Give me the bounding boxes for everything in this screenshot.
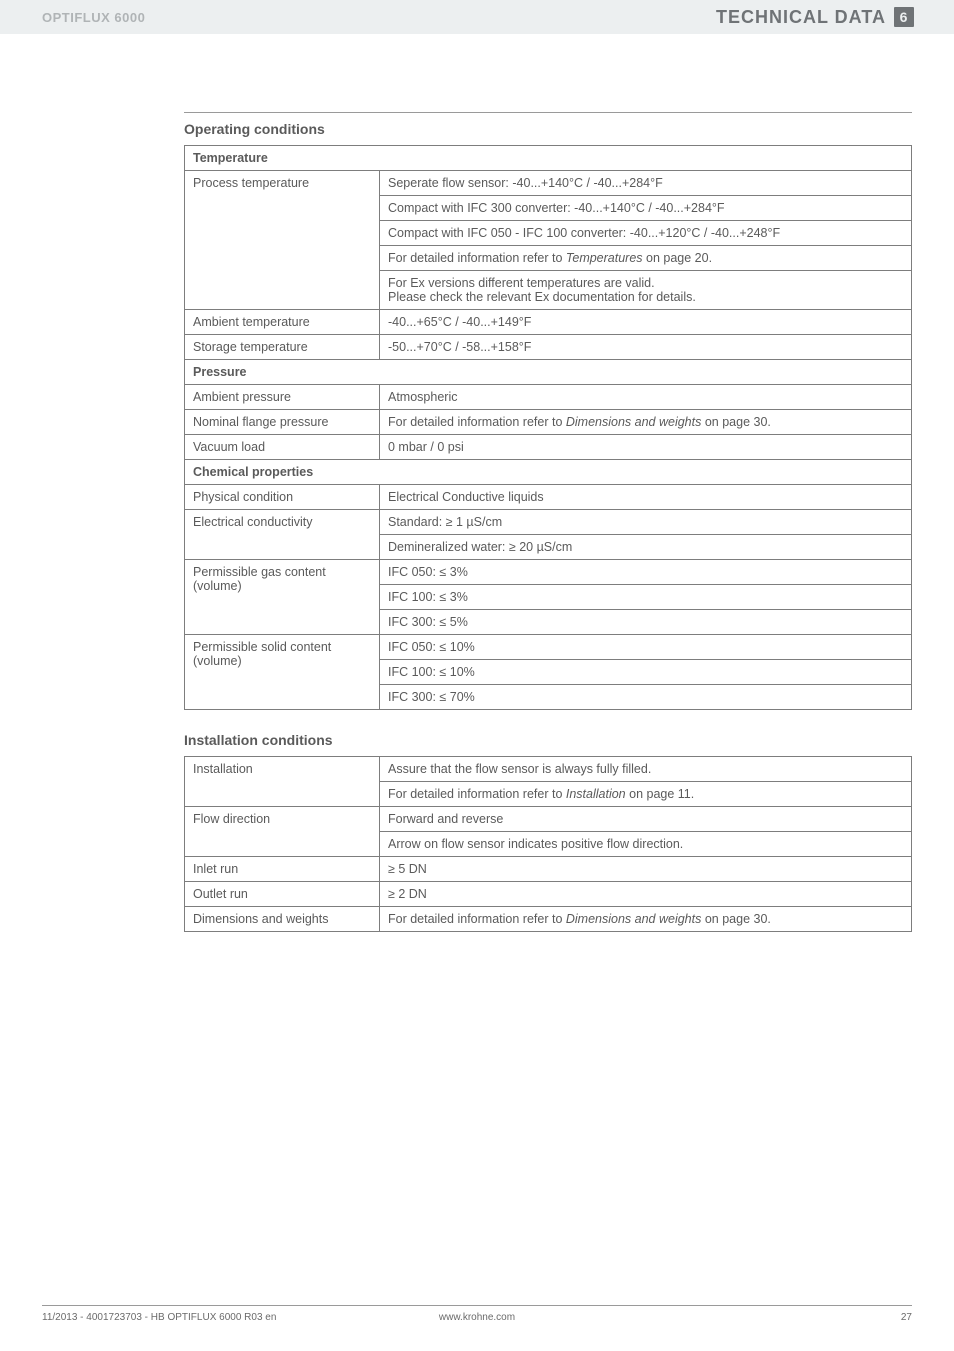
- table-row: Physical condition Electrical Conductive…: [185, 485, 912, 510]
- header-chapter-number: 6: [894, 7, 914, 27]
- row-value: Compact with IFC 300 converter: -40...+1…: [380, 196, 912, 221]
- table-row: Permissible solid content (volume) IFC 0…: [185, 635, 912, 660]
- row-value: IFC 050: ≤ 10%: [380, 635, 912, 660]
- row-label: Permissible gas content (volume): [185, 560, 380, 635]
- row-value: Electrical Conductive liquids: [380, 485, 912, 510]
- row-value: Arrow on flow sensor indicates positive …: [380, 832, 912, 857]
- row-value: Demineralized water: ≥ 20 µS/cm: [380, 535, 912, 560]
- row-label: Vacuum load: [185, 435, 380, 460]
- row-value: Forward and reverse: [380, 807, 912, 832]
- row-label: Physical condition: [185, 485, 380, 510]
- subhead-cell: Temperature: [185, 146, 912, 171]
- table-row: Flow direction Forward and reverse: [185, 807, 912, 832]
- table-row: Nominal flange pressure For detailed inf…: [185, 410, 912, 435]
- footer-right: 27: [901, 1312, 912, 1323]
- table-row: Process temperature Seperate flow sensor…: [185, 171, 912, 196]
- row-label: Installation: [185, 757, 380, 807]
- row-value: Compact with IFC 050 - IFC 100 converter…: [380, 221, 912, 246]
- row-value: IFC 050: ≤ 3%: [380, 560, 912, 585]
- subhead-row: Pressure: [185, 360, 912, 385]
- row-value: ≥ 2 DN: [380, 882, 912, 907]
- page: OPTIFLUX 6000 TECHNICAL DATA 6 Operating…: [0, 0, 954, 1351]
- subhead-row: Temperature: [185, 146, 912, 171]
- installation-title: Installation conditions: [184, 732, 912, 748]
- table-row: Installation Assure that the flow sensor…: [185, 757, 912, 782]
- row-value: For detailed information refer to Instal…: [380, 782, 912, 807]
- row-label: Outlet run: [185, 882, 380, 907]
- header-section: TECHNICAL DATA: [716, 7, 886, 28]
- row-label: Inlet run: [185, 857, 380, 882]
- row-label: Ambient pressure: [185, 385, 380, 410]
- row-label: Ambient temperature: [185, 310, 380, 335]
- subhead-cell: Pressure: [185, 360, 912, 385]
- table-row: Dimensions and weights For detailed info…: [185, 907, 912, 932]
- subhead-cell: Chemical properties: [185, 460, 912, 485]
- row-value: 0 mbar / 0 psi: [380, 435, 912, 460]
- row-value: Atmospheric: [380, 385, 912, 410]
- row-label: Storage temperature: [185, 335, 380, 360]
- row-label: Process temperature: [185, 171, 380, 310]
- table-row: Ambient pressure Atmospheric: [185, 385, 912, 410]
- row-value: For detailed information refer to Dimens…: [380, 907, 912, 932]
- row-label: Electrical conductivity: [185, 510, 380, 560]
- row-value: For detailed information refer to Temper…: [380, 246, 912, 271]
- table-row: Storage temperature -50...+70°C / -58...…: [185, 335, 912, 360]
- operating-title: Operating conditions: [184, 112, 912, 137]
- footer: 11/2013 - 4001723703 - HB OPTIFLUX 6000 …: [42, 1305, 912, 1323]
- table-row: Ambient temperature -40...+65°C / -40...…: [185, 310, 912, 335]
- row-value: For detailed information refer to Dimens…: [380, 410, 912, 435]
- row-label: Nominal flange pressure: [185, 410, 380, 435]
- installation-table: Installation Assure that the flow sensor…: [184, 756, 912, 932]
- row-value: IFC 300: ≤ 70%: [380, 685, 912, 710]
- row-value: -50...+70°C / -58...+158°F: [380, 335, 912, 360]
- footer-left: 11/2013 - 4001723703 - HB OPTIFLUX 6000 …: [42, 1312, 276, 1323]
- row-value: Seperate flow sensor: -40...+140°C / -40…: [380, 171, 912, 196]
- table-row: Permissible gas content (volume) IFC 050…: [185, 560, 912, 585]
- subhead-row: Chemical properties: [185, 460, 912, 485]
- footer-mid: www.krohne.com: [439, 1312, 515, 1323]
- table-row: Inlet run ≥ 5 DN: [185, 857, 912, 882]
- row-value: Assure that the flow sensor is always fu…: [380, 757, 912, 782]
- header-product: OPTIFLUX 6000: [42, 10, 145, 25]
- row-label: Permissible solid content (volume): [185, 635, 380, 710]
- row-value: IFC 300: ≤ 5%: [380, 610, 912, 635]
- row-label: Dimensions and weights: [185, 907, 380, 932]
- row-value: IFC 100: ≤ 3%: [380, 585, 912, 610]
- header-band: OPTIFLUX 6000 TECHNICAL DATA 6: [0, 0, 954, 34]
- row-value: ≥ 5 DN: [380, 857, 912, 882]
- row-value: For Ex versions different temperatures a…: [380, 271, 912, 310]
- header-section-wrap: TECHNICAL DATA 6: [716, 7, 914, 28]
- table-row: Vacuum load 0 mbar / 0 psi: [185, 435, 912, 460]
- row-value: -40...+65°C / -40...+149°F: [380, 310, 912, 335]
- row-label: Flow direction: [185, 807, 380, 857]
- operating-table: Temperature Process temperature Seperate…: [184, 145, 912, 710]
- content-area: Operating conditions Temperature Process…: [0, 34, 954, 932]
- row-value: Standard: ≥ 1 µS/cm: [380, 510, 912, 535]
- row-value: IFC 100: ≤ 10%: [380, 660, 912, 685]
- table-row: Outlet run ≥ 2 DN: [185, 882, 912, 907]
- table-row: Electrical conductivity Standard: ≥ 1 µS…: [185, 510, 912, 535]
